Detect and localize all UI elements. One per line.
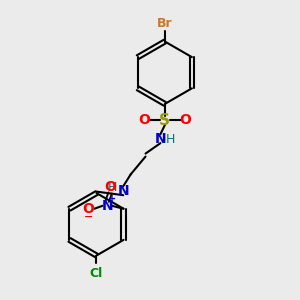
Text: H: H — [166, 133, 176, 146]
Text: S: S — [159, 113, 170, 128]
Text: +: + — [109, 194, 117, 204]
Text: Br: Br — [157, 16, 173, 30]
Text: O: O — [82, 202, 94, 216]
Text: Cl: Cl — [90, 267, 103, 280]
Text: H: H — [108, 181, 118, 194]
Text: −: − — [84, 212, 93, 222]
Text: N: N — [154, 132, 166, 146]
Text: O: O — [104, 180, 116, 194]
Text: O: O — [138, 113, 150, 127]
Text: O: O — [180, 113, 192, 127]
Text: N: N — [101, 199, 113, 213]
Text: N: N — [117, 184, 129, 198]
